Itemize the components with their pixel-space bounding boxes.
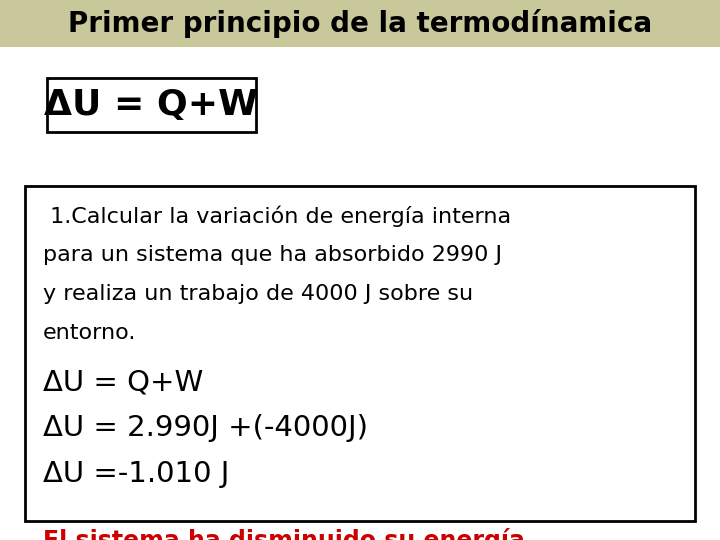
Text: entorno.: entorno. [43,323,137,343]
Text: ΔU = Q+W: ΔU = Q+W [43,368,204,396]
Bar [0,0,720,47]
FancyBboxPatch shape [47,78,256,132]
Text: ΔU = 2.990J +(-4000J): ΔU = 2.990J +(-4000J) [43,414,368,442]
FancyBboxPatch shape [25,186,695,521]
Text: Primer principio de la termodínamica: Primer principio de la termodínamica [68,9,652,38]
Text: para un sistema que ha absorbido 2990 J: para un sistema que ha absorbido 2990 J [43,245,503,265]
Text: ΔU = Q+W: ΔU = Q+W [44,89,258,122]
Text: ΔU =-1.010 J: ΔU =-1.010 J [43,460,230,488]
Text: y realiza un trabajo de 4000 J sobre su: y realiza un trabajo de 4000 J sobre su [43,284,473,304]
Text: 1.Calcular la variación de energía interna: 1.Calcular la variación de energía inter… [43,205,511,227]
Text: El sistema ha disminuido su energía: El sistema ha disminuido su energía [43,528,525,540]
